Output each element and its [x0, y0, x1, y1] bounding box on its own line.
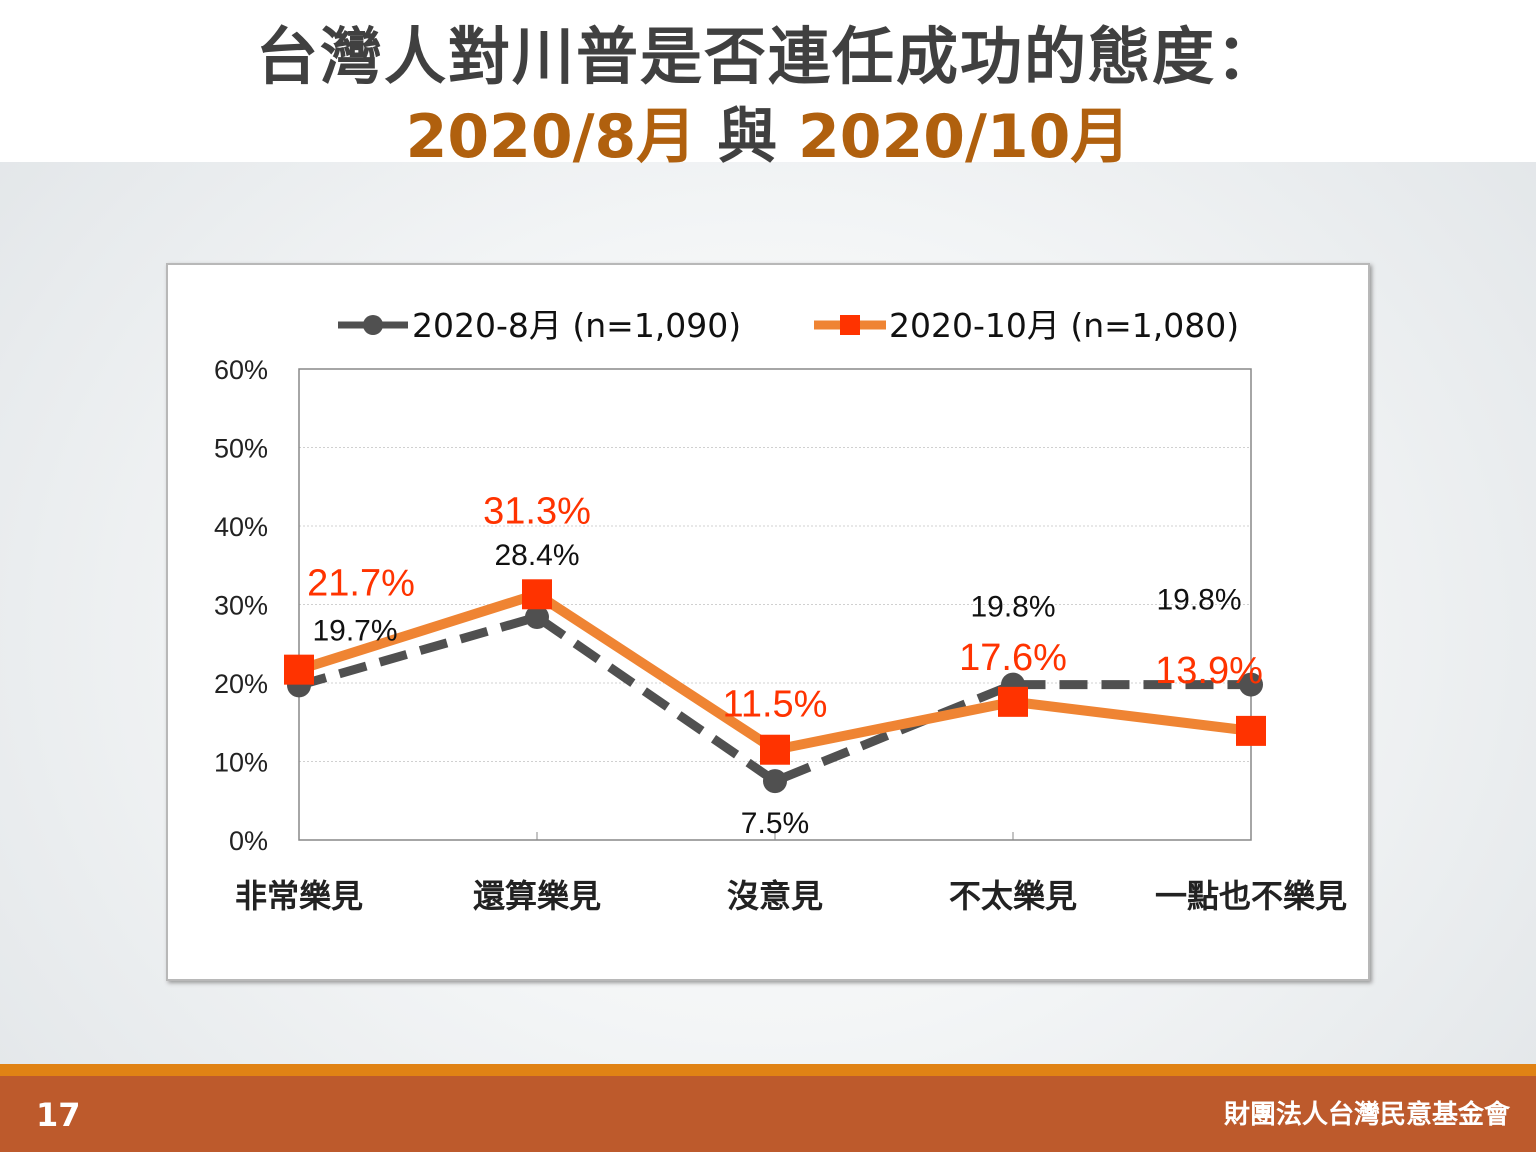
y-tick-label: 30% [214, 591, 268, 621]
y-tick-label: 40% [214, 512, 268, 542]
footer: 17 財團法人台灣民意基金會 [0, 1076, 1536, 1152]
x-tick-label: 沒意見 [727, 877, 823, 915]
data-label-2020-08: 19.8% [970, 591, 1055, 624]
point-2020-08 [763, 769, 787, 794]
data-label-2020-10: 17.6% [959, 637, 1067, 679]
y-tick-label: 60% [214, 355, 268, 385]
x-tick-label: 非常樂見 [235, 877, 363, 915]
legend-marker-2020-08 [363, 315, 383, 335]
title-date-b: 2020/10月 [798, 102, 1131, 172]
point-2020-08 [525, 605, 549, 630]
point-2020-10 [998, 686, 1028, 717]
y-tick-label: 20% [214, 669, 268, 699]
series-line-2020-10 [297, 588, 1252, 756]
title-line2: 2020/8月 與 2020/10月 [0, 88, 1536, 175]
title-and: 與 [717, 102, 778, 172]
y-tick-label: 10% [214, 748, 268, 778]
page-number: 17 [36, 1096, 81, 1134]
legend-label-2020-10: 2020-10月 (n=1,080) [889, 306, 1239, 345]
point-2020-10 [760, 734, 790, 765]
title-area: 台灣人對川普是否連任成功的態度： 2020/8月 與 2020/10月 [0, 0, 1536, 172]
x-tick-label: 還算樂見 [473, 877, 601, 915]
y-tick-label: 50% [214, 434, 268, 464]
organization-name: 財團法人台灣民意基金會 [1223, 1100, 1510, 1130]
y-tick-label: 0% [229, 826, 268, 856]
data-label-2020-10: 13.9% [1155, 650, 1263, 692]
title-date-a: 2020/8月 [405, 102, 697, 172]
point-2020-10 [1236, 715, 1266, 746]
point-2020-10 [284, 654, 314, 685]
data-label-2020-08: 19.8% [1156, 584, 1241, 617]
data-label-2020-10: 21.7% [307, 563, 415, 605]
data-label-2020-10: 31.3% [483, 490, 591, 532]
point-2020-08 [1239, 672, 1263, 697]
title-line1: 台灣人對川普是否連任成功的態度： [255, 20, 1280, 93]
legend-label-2020-08: 2020-8月 (n=1,090) [412, 306, 741, 345]
x-tick-label: 一點也不樂見 [1155, 877, 1347, 915]
legend-marker-2020-10 [840, 315, 860, 335]
data-label-2020-10: 11.5% [723, 684, 828, 726]
point-2020-10 [522, 579, 552, 610]
footer-accent-line [0, 1064, 1536, 1076]
data-label-2020-08: 19.7% [312, 614, 397, 647]
data-label-2020-08: 28.4% [494, 539, 579, 572]
x-tick-label: 不太樂見 [949, 877, 1077, 915]
data-label-2020-08: 7.5% [741, 807, 809, 840]
chart-frame [166, 263, 1370, 981]
